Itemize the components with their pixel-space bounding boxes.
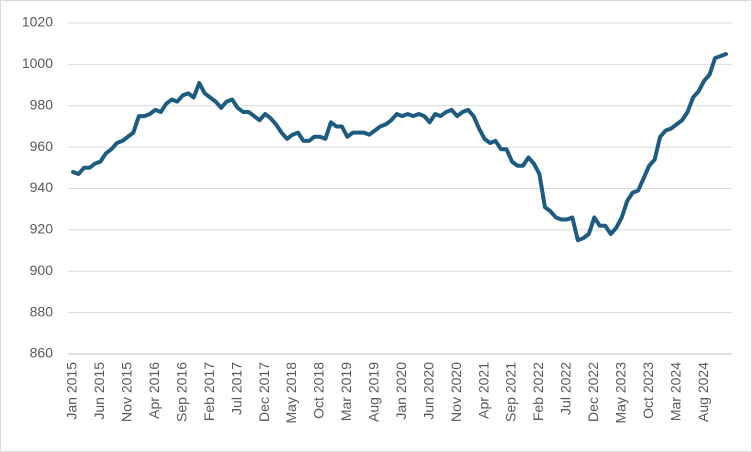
y-tick-label: 980 (30, 96, 54, 112)
x-tick-label: Mar 2024 (667, 362, 683, 421)
x-tick-label: May 2023 (612, 362, 628, 424)
y-tick-label: 880 (30, 303, 54, 319)
x-tick-label: Oct 2023 (640, 362, 656, 419)
x-tick-label: Nov 2020 (448, 362, 464, 422)
data-line (71, 52, 728, 243)
x-tick-label: Dec 2022 (585, 362, 601, 422)
y-tick-label: 920 (30, 221, 54, 237)
x-tick-label: Sep 2021 (503, 362, 519, 422)
x-tick-label: Feb 2022 (530, 362, 546, 421)
y-tick-label: 960 (30, 138, 54, 154)
x-tick-label: Sep 2016 (173, 362, 189, 422)
x-tick-label: Apr 2021 (475, 362, 491, 419)
x-tick-label: Jun 2015 (91, 362, 107, 420)
x-tick-label: Aug 2024 (695, 362, 711, 422)
x-tick-label: Oct 2018 (311, 362, 327, 419)
y-tick-label: 900 (30, 262, 54, 278)
x-tick-label: Apr 2016 (146, 362, 162, 419)
x-tick-label: Jan 2015 (64, 362, 80, 420)
x-tick-label: Jul 2017 (228, 362, 244, 415)
x-tick-label: Dec 2017 (256, 362, 272, 422)
x-tick-label: Mar 2019 (338, 362, 354, 421)
x-tick-label: Aug 2019 (366, 362, 382, 422)
x-tick-label: Jul 2022 (558, 362, 574, 415)
y-tick-label: 1000 (22, 55, 53, 71)
x-tick-label: Jan 2020 (393, 362, 409, 420)
y-tick-label: 940 (30, 179, 54, 195)
y-tick-label: 1020 (22, 14, 53, 30)
x-tick-label: Jun 2020 (420, 362, 436, 420)
x-tick-label: May 2018 (283, 362, 299, 424)
x-tick-label: Feb 2017 (201, 362, 217, 421)
y-tick-label: 860 (30, 345, 54, 361)
x-tick-label: Nov 2015 (119, 362, 135, 422)
